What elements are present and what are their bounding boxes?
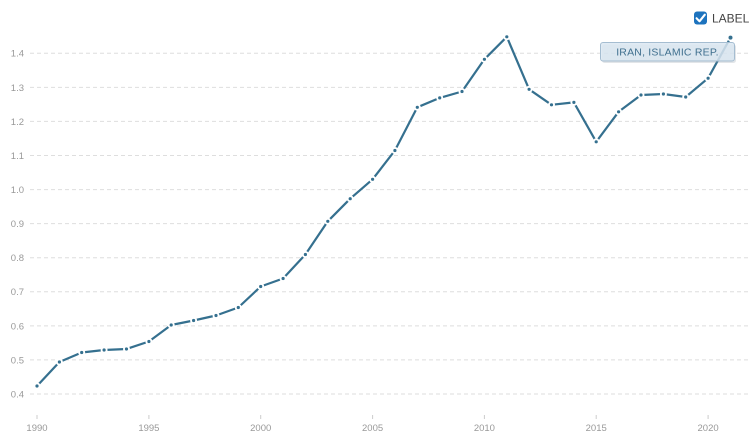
- svg-text:1.2: 1.2: [11, 117, 24, 128]
- svg-text:0.4: 0.4: [11, 389, 24, 400]
- svg-text:0.5: 0.5: [11, 355, 24, 366]
- svg-text:2015: 2015: [586, 423, 607, 434]
- svg-text:2005: 2005: [362, 423, 383, 434]
- svg-text:2000: 2000: [250, 423, 271, 434]
- svg-text:0.6: 0.6: [11, 321, 24, 332]
- svg-text:1.1: 1.1: [11, 151, 24, 162]
- svg-text:0.7: 0.7: [11, 287, 24, 298]
- svg-text:2020: 2020: [698, 423, 719, 434]
- svg-text:0.8: 0.8: [11, 253, 24, 264]
- svg-text:2010: 2010: [474, 423, 495, 434]
- svg-text:1.4: 1.4: [11, 49, 24, 60]
- svg-text:1.3: 1.3: [11, 83, 24, 94]
- svg-text:1990: 1990: [26, 423, 47, 434]
- svg-text:0.9: 0.9: [11, 219, 24, 230]
- svg-text:LABEL: LABEL: [712, 12, 750, 26]
- svg-text:IRAN, ISLAMIC REP.: IRAN, ISLAMIC REP.: [616, 47, 719, 59]
- svg-text:1995: 1995: [138, 423, 159, 434]
- svg-text:1.0: 1.0: [11, 185, 24, 196]
